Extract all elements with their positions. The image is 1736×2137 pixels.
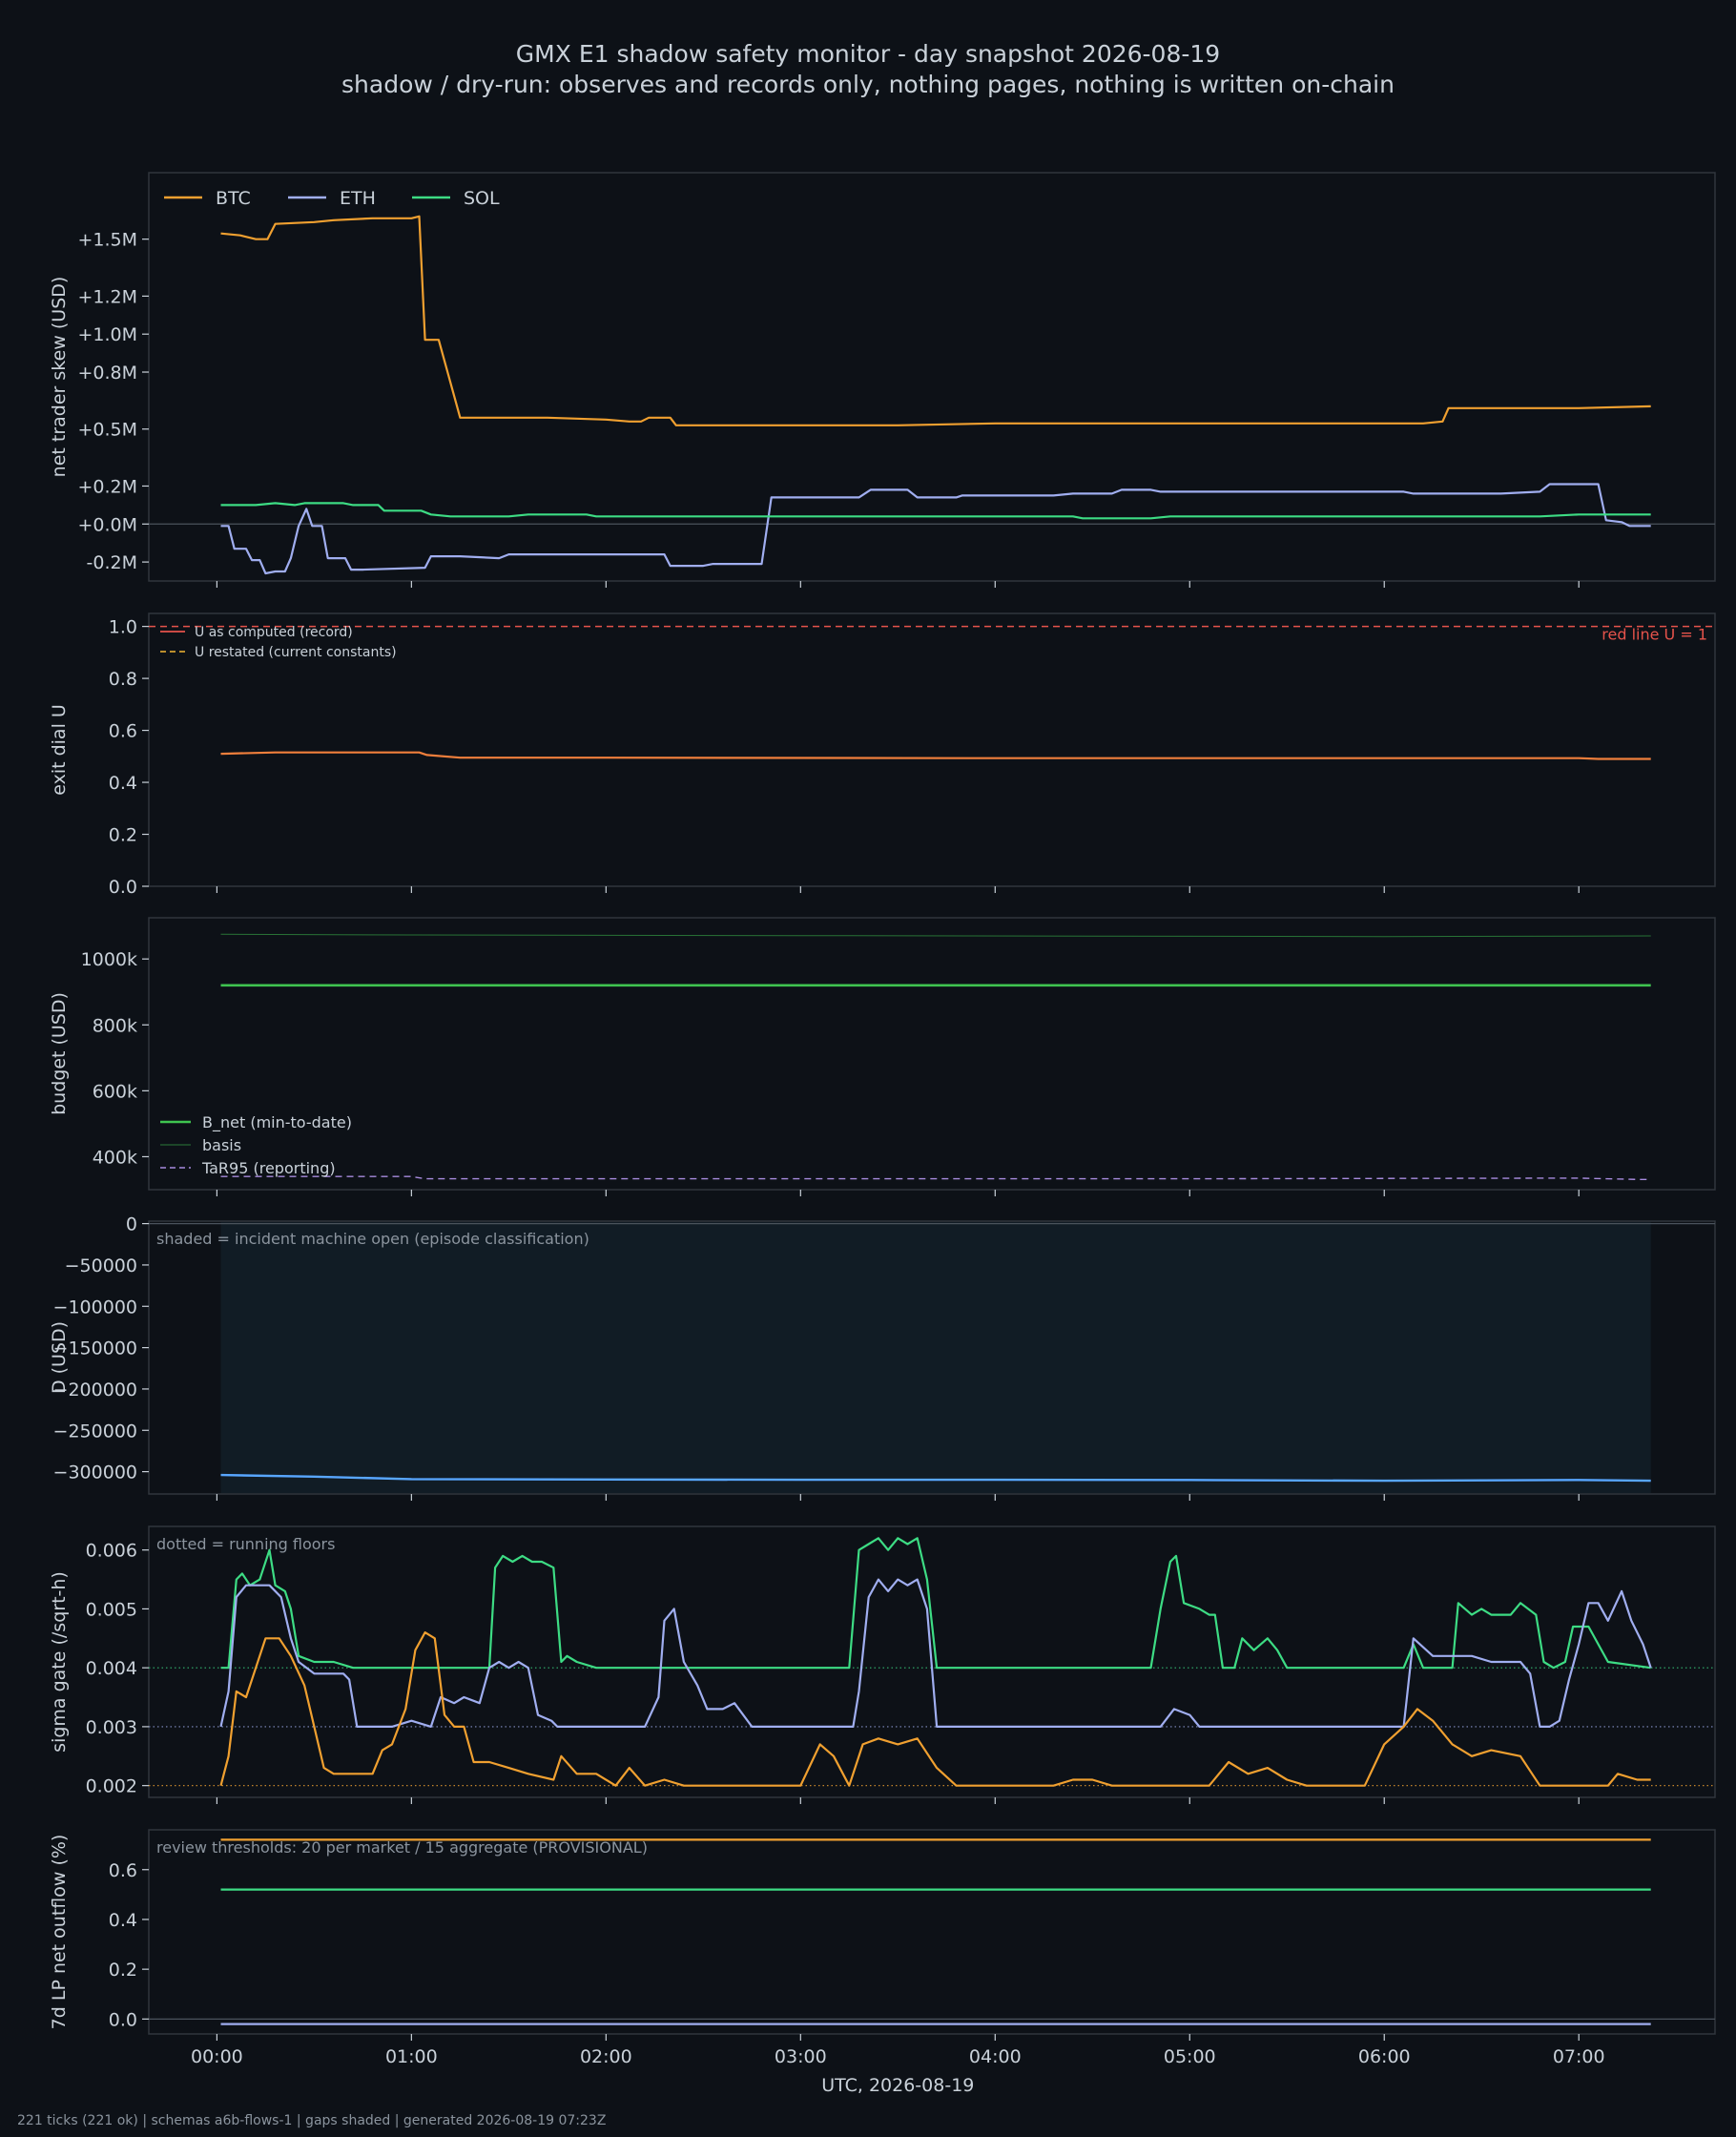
panel-annotation: review thresholds: 20 per market / 15 ag…: [156, 1838, 648, 1857]
x-tick-label: 06:00: [1358, 2046, 1411, 2067]
legend-label: B_net (min-to-date): [202, 1113, 352, 1132]
panel-frame: [148, 612, 1716, 887]
x-tick-label: 02:00: [580, 2046, 632, 2067]
y-tick-label: +0.0M: [77, 514, 137, 535]
panel-lp-outflow: 0.0 0.2 0.4 0.6 7d LP net outflow (%) review …: [49, 1829, 1716, 2041]
y-tick-label: +0.5M: [77, 420, 137, 441]
series-line-eth: [220, 483, 1651, 575]
y-tick-label: 0.003: [86, 1717, 137, 1738]
y-tick-label: 1.0: [109, 617, 137, 638]
y-axis-label: 7d LP net outflow (%): [49, 1835, 70, 2030]
series-line-sol: [220, 1537, 1651, 1670]
x-tick-label: 01:00: [385, 2046, 438, 2067]
chart-title: GMX E1 shadow safety monitor - day snaps…: [515, 40, 1221, 68]
panel-D: −300000 −250000 −200000 −150000 −100000 −5000…: [49, 1214, 1716, 1501]
legend-label: BTC: [216, 188, 251, 209]
y-tick-label: −250000: [53, 1421, 137, 1442]
x-tick-label: 05:00: [1164, 2046, 1216, 2067]
y-tick-label: 0.0: [109, 877, 137, 898]
series-line-sol: [220, 502, 1651, 520]
y-tick-label: 800k: [93, 1015, 137, 1036]
series-line-tar95-reporting: [220, 1175, 1651, 1181]
y-tick-label: 1000k: [81, 949, 137, 970]
y-axis-label: exit dial U: [49, 704, 70, 796]
y-tick-label: 0.2: [109, 825, 137, 846]
panel-frame: [148, 917, 1716, 1191]
red-line-annotation: red line U = 1: [1602, 626, 1707, 644]
y-tick-label: 0.4: [109, 773, 137, 794]
series-line-d: [220, 1473, 1651, 1483]
panel-annotation: dotted = running floors: [156, 1535, 335, 1553]
y-axis-label: sigma gate (/sqrt-h): [49, 1571, 70, 1753]
series-line-basis: [220, 933, 1651, 938]
legend-label: basis: [202, 1136, 241, 1154]
panel-sigma-gate: 0.002 0.003 0.004 0.005 0.006 sigma gate (/sq…: [49, 1525, 1716, 1804]
series-line-eth: [219, 1578, 1652, 1729]
y-tick-label: −150000: [53, 1338, 137, 1359]
y-tick-label: −200000: [53, 1380, 137, 1400]
y-tick-label: −50000: [65, 1255, 137, 1276]
y-tick-label: 0.0: [109, 2009, 137, 2030]
series-line-btc: [219, 1630, 1651, 1787]
incident-shade: [220, 1222, 1651, 1493]
y-tick-label: +1.0M: [77, 324, 137, 345]
y-tick-label: 0.2: [109, 1960, 137, 1981]
y-tick-label: 0.6: [109, 1860, 137, 1881]
panel-frame: [148, 172, 1716, 582]
y-axis-label: budget (USD): [49, 992, 70, 1115]
panel-skew: -0.2M +0.0M +0.2M +0.5M +0.8M +1.0M +1.2M +1.5M…: [49, 172, 1716, 588]
y-tick-label: 0.6: [109, 721, 137, 742]
y-tick-label: 0.006: [86, 1541, 137, 1562]
x-axis-label: UTC, 2026-08-19: [821, 2075, 974, 2096]
legend-label: U restated (current constants): [195, 645, 397, 660]
y-tick-label: 0.8: [109, 669, 137, 690]
x-tick-label: 07:00: [1553, 2046, 1605, 2067]
y-tick-label: -0.2M: [87, 552, 137, 573]
y-tick-label: 600k: [93, 1081, 137, 1102]
x-tick-label: 00:00: [191, 2046, 243, 2067]
legend-label: TaR95 (reporting): [201, 1159, 336, 1177]
y-tick-label: −300000: [53, 1463, 137, 1483]
y-tick-label: 0.005: [86, 1599, 137, 1620]
panel-exit-dial: 0.0 0.2 0.4 0.6 0.8 1.0 exit dial U red line U …: [49, 612, 1716, 898]
panel-budget: 400k 600k 800k 1000k budget (USD) B_net (min-…: [49, 917, 1716, 1196]
y-tick-label: 0.4: [109, 1910, 137, 1931]
y-tick-label: 0.004: [86, 1658, 137, 1679]
y-tick-label: +1.5M: [77, 230, 137, 251]
panel-annotation: shaded = incident machine open (episode …: [156, 1230, 589, 1248]
x-tick-label: 04:00: [969, 2046, 1022, 2067]
legend-label: ETH: [340, 188, 376, 209]
x-tick-label: 03:00: [775, 2046, 827, 2067]
y-tick-label: −100000: [53, 1297, 137, 1317]
y-tick-label: +1.2M: [77, 286, 137, 307]
y-tick-label: +0.8M: [77, 363, 137, 384]
footer-status: 221 ticks (221 ok) | schemas a6b-flows-1…: [17, 2113, 607, 2128]
legend-label: SOL: [464, 188, 500, 209]
legend-label: U as computed (record): [195, 625, 353, 640]
y-tick-label: +0.2M: [77, 476, 137, 497]
y-tick-label: 400k: [93, 1147, 137, 1168]
y-axis-label: D (USD): [49, 1321, 70, 1394]
panel-frame: [148, 1829, 1716, 2035]
y-tick-label: 0.002: [86, 1776, 137, 1797]
y-axis-label: net trader skew (USD): [49, 277, 70, 478]
series-line-u-as-computed-record: [220, 751, 1651, 760]
series-line-btc: [220, 215, 1651, 426]
y-tick-label: 0: [126, 1214, 137, 1235]
chart-subtitle: shadow / dry-run: observes and records o…: [341, 71, 1395, 98]
